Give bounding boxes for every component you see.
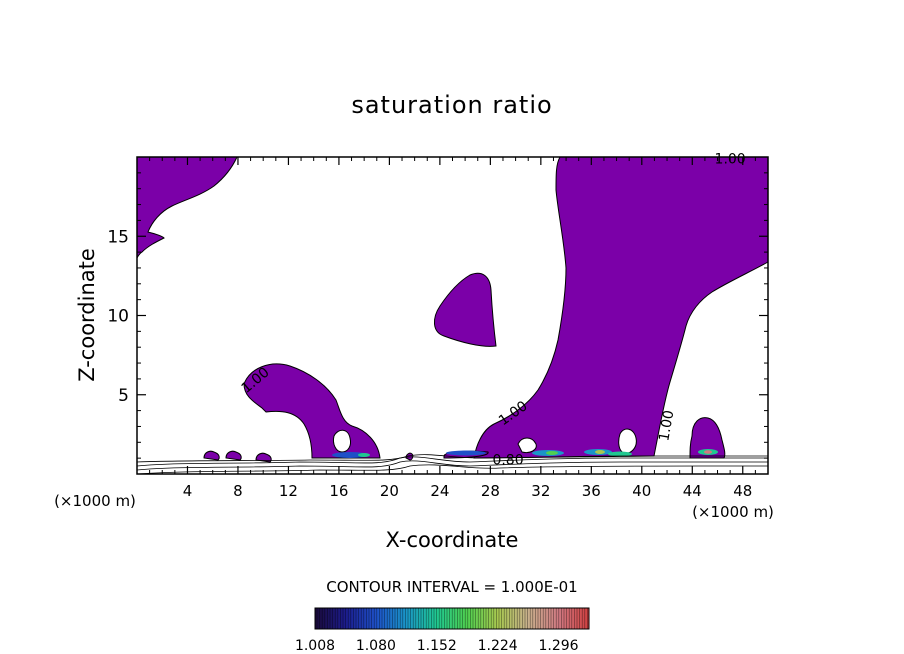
high-value-spot-3	[446, 450, 486, 456]
x-tick-label: 4	[183, 482, 193, 500]
x-axis-unit-left: (×1000 m)	[54, 492, 136, 510]
y-axis-unit-right: (×1000 m)	[692, 503, 774, 521]
high-value-spot-7	[595, 450, 605, 454]
contour-label: 1.00	[656, 409, 677, 442]
colorbar-tick-label: 1.224	[478, 638, 518, 654]
x-tick-label: 32	[531, 482, 550, 500]
x-tick-label: 12	[279, 482, 298, 500]
colorbar-stripes	[316, 608, 588, 629]
x-tick-label: 16	[329, 482, 348, 500]
contour-hole-left-bubble	[333, 429, 351, 453]
colorbar: 1.008 1.080 1.152 1.224 1.296	[295, 607, 590, 654]
colorbar-tick-label: 1.080	[356, 638, 396, 654]
contour-hole-central-2	[618, 428, 637, 454]
colorbar-tick-label: 1.296	[539, 638, 579, 654]
y-tick-label: 10	[107, 307, 129, 327]
contour-region-island	[434, 272, 497, 347]
x-tick-label: 8	[233, 482, 243, 500]
high-value-spot-2	[358, 453, 370, 457]
x-tick-label: 28	[481, 482, 500, 500]
contour-patch-2	[225, 450, 242, 461]
contour-patch-1	[203, 450, 220, 461]
y-tick-label: 15	[107, 227, 129, 247]
contour-region-central-column	[473, 156, 769, 459]
x-axis-label: X-coordinate	[386, 528, 519, 552]
x-tick-label: 48	[733, 482, 752, 500]
contour-label: 1.00	[715, 151, 746, 167]
high-value-spot-8	[608, 451, 632, 457]
colorbar-tick-label: 1.008	[295, 638, 335, 654]
contour-interval-text: CONTOUR INTERVAL = 1.000E-01	[326, 578, 577, 596]
x-axis-ticks: 4 8 12 16 20 24 28 32 36 40 44 48	[149, 157, 756, 500]
x-tick-label: 36	[582, 482, 601, 500]
x-tick-label: 20	[380, 482, 399, 500]
high-value-spot-1	[332, 452, 368, 458]
x-tick-label: 44	[683, 482, 702, 500]
colorbar-tick-label: 1.152	[417, 638, 457, 654]
contour-hole-central-1	[517, 437, 537, 453]
near-surface-contours	[136, 454, 768, 475]
y-axis-ticks: 5 10 15	[107, 172, 768, 459]
contour-region-top-left	[136, 156, 238, 259]
y-tick-label: 5	[118, 386, 129, 406]
contour-label: 0.80	[492, 452, 523, 468]
filled-contours	[136, 156, 769, 463]
chart-title: saturation ratio	[351, 91, 552, 119]
high-value-spot-10	[704, 450, 712, 454]
colorbar-tick-labels: 1.008 1.080 1.152 1.224 1.296	[295, 638, 579, 654]
contour-region-right-lobe	[689, 417, 726, 459]
x-tick-label: 40	[632, 482, 651, 500]
x-tick-label: 24	[430, 482, 449, 500]
high-value-spot-5	[546, 451, 558, 455]
y-axis-label: Z-coordinate	[75, 248, 99, 382]
